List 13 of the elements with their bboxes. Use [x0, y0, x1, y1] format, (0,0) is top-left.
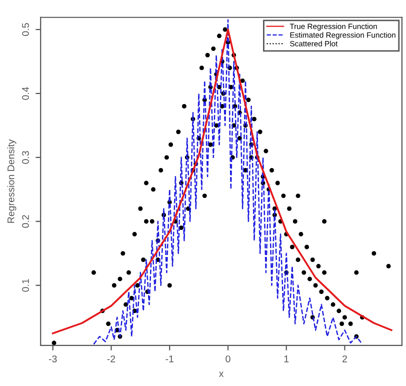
- y-tick-label: 0.2: [22, 215, 29, 228]
- x-tick-label: -2: [107, 355, 116, 362]
- x-tick-label: 2: [342, 355, 347, 362]
- x-tick-label: -3: [48, 355, 57, 362]
- y-axis-title: Regression Density: [7, 139, 16, 223]
- x-tick-label: -1: [166, 356, 174, 362]
- x-tick-label: 0: [226, 355, 230, 362]
- y-tick-label: 0.1: [22, 279, 29, 292]
- x-axis-title: x: [218, 372, 224, 377]
- x-tick-label: 1: [284, 356, 289, 362]
- y-tick-label: 0.5: [22, 23, 29, 36]
- y-tick-label: 0.3: [22, 151, 29, 164]
- y-tick-label: 0.4: [22, 87, 29, 100]
